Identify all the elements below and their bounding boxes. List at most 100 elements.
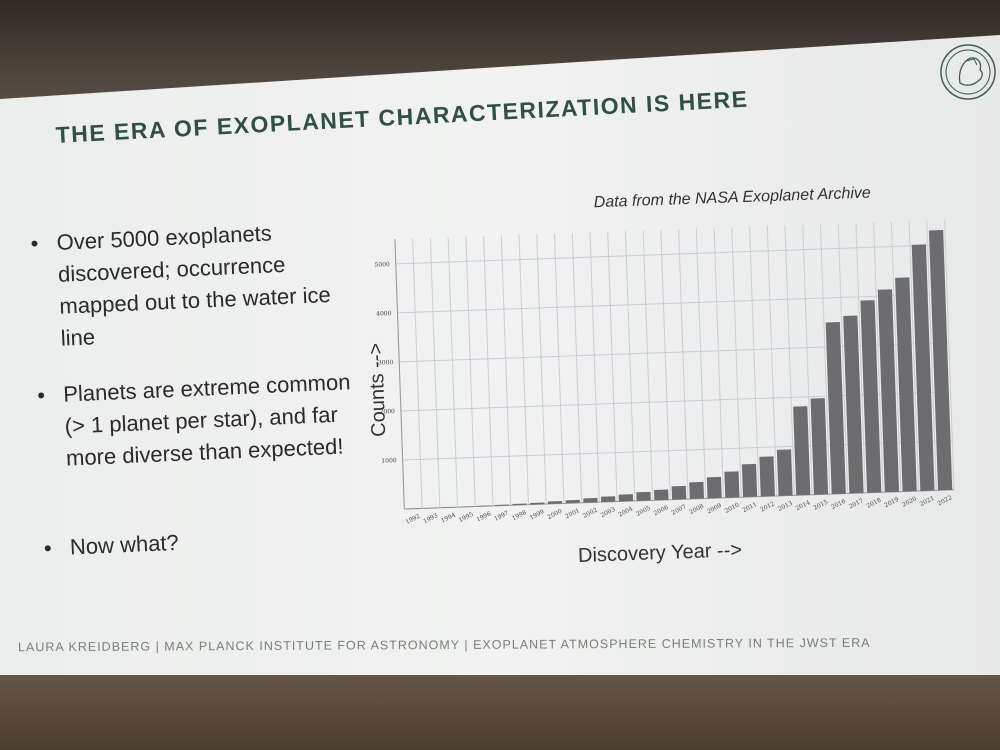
- x-tick-label: 2010: [724, 502, 741, 515]
- x-tick-label: 1999: [529, 508, 546, 521]
- grid-line: [784, 225, 795, 496]
- room-wall-bottom: [0, 660, 1000, 750]
- grid-line: [397, 293, 948, 314]
- grid-line: [873, 222, 884, 493]
- bar: [843, 315, 864, 494]
- bar: [689, 481, 705, 500]
- y-tick-label: 1000: [381, 457, 397, 465]
- x-tick-label: 2008: [688, 503, 705, 516]
- x-tick-label: 2002: [582, 506, 599, 519]
- grid-line: [465, 236, 476, 507]
- x-tick-label: 1993: [422, 512, 439, 525]
- y-tick-label: 5000: [374, 261, 390, 269]
- bar: [706, 476, 722, 499]
- grid-line: [518, 234, 529, 505]
- x-tick-label: 2019: [883, 496, 900, 509]
- grid-line: [926, 220, 937, 491]
- x-tick-label: 2020: [901, 495, 918, 508]
- grid-line: [766, 226, 778, 497]
- x-tick-label: 2003: [600, 506, 617, 519]
- x-tick-label: 2006: [653, 504, 670, 517]
- grid-line: [837, 223, 849, 494]
- bar-chart: 1000 2000 3000 4000 5000 1992 1993 1994 1995 1996…: [374, 219, 955, 526]
- grid-line: [500, 235, 512, 506]
- y-tick-label: 3000: [378, 359, 394, 367]
- grid-line: [554, 233, 565, 504]
- grid-line: [678, 229, 689, 500]
- bullet-text: Planets are extreme common (> 1 planet p…: [62, 369, 351, 471]
- bar: [636, 491, 651, 501]
- bar: [860, 300, 882, 493]
- bar: [512, 503, 527, 506]
- x-tick-label: 2004: [617, 505, 634, 518]
- bar: [653, 489, 669, 501]
- x-tick-label: 1995: [458, 511, 475, 524]
- bar: [618, 494, 634, 502]
- x-tick-label: 2009: [706, 502, 723, 515]
- y-axis-line: [394, 239, 405, 510]
- x-tick-label: 1994: [440, 511, 457, 524]
- bar: [759, 456, 775, 497]
- grid-line: [890, 221, 902, 492]
- grid-line: [589, 232, 600, 503]
- bar: [406, 508, 421, 510]
- x-tick-label: 2005: [635, 505, 652, 518]
- bar: [724, 471, 740, 498]
- bar: [565, 499, 580, 504]
- bar: [441, 507, 456, 509]
- x-tick-label: 1997: [493, 510, 510, 523]
- grid-line: [749, 226, 760, 497]
- grid-line: [802, 224, 813, 495]
- bar: [877, 289, 900, 493]
- grid-line: [713, 228, 725, 498]
- bullet-dot-icon: •: [43, 535, 53, 561]
- x-tick-label: 2015: [812, 498, 829, 511]
- bar: [583, 497, 598, 503]
- y-tick-label: 4000: [376, 310, 392, 318]
- bar: [911, 244, 935, 491]
- grid-line: [695, 228, 707, 499]
- grid-line: [536, 234, 547, 505]
- grid-line: [642, 230, 654, 501]
- grid-line: [624, 231, 636, 501]
- x-tick-label: 2012: [759, 500, 776, 513]
- bar: [494, 504, 509, 506]
- bar: [423, 507, 439, 509]
- x-tick-label: 2021: [919, 495, 936, 508]
- bullet-item: • Over 5000 exoplanets discovered; occur…: [30, 214, 355, 356]
- x-tick-label: 2018: [866, 497, 883, 510]
- grid-line: [944, 219, 955, 490]
- grid-line: [819, 224, 831, 495]
- grid-line: [412, 238, 423, 509]
- bullet-dot-icon: •: [36, 382, 46, 408]
- grid-line: [571, 232, 583, 503]
- bar: [825, 321, 846, 495]
- x-tick-label: 2016: [830, 498, 847, 511]
- x-tick-label: 2007: [671, 503, 688, 516]
- x-tick-label: 1998: [511, 509, 528, 522]
- bullet-item: • Planets are extreme common (> 1 planet…: [37, 366, 361, 476]
- grid-line: [660, 229, 671, 500]
- bar: [671, 485, 687, 500]
- grid-line: [395, 244, 946, 265]
- bar: [477, 505, 492, 507]
- x-tick-label: 1996: [475, 510, 492, 523]
- bar: [895, 277, 917, 492]
- y-tick-label: 2000: [380, 408, 396, 416]
- bar: [459, 506, 474, 508]
- x-tick-label: 2014: [795, 499, 812, 512]
- grid-line: [855, 223, 866, 493]
- bar: [793, 406, 811, 496]
- grid-line: [447, 237, 459, 508]
- x-tick-label: 1992: [405, 513, 422, 526]
- chart-container: Data from the NASA Exoplanet Archive Cou…: [343, 169, 977, 590]
- bar: [810, 398, 829, 495]
- bar: [928, 230, 953, 491]
- bar: [741, 463, 758, 498]
- grid-line: [731, 227, 742, 498]
- grid-line: [483, 236, 494, 506]
- x-tick-label: 2013: [777, 500, 794, 513]
- grid-line: [908, 221, 920, 492]
- bullet-text: Over 5000 exoplanets discovered; occurre…: [56, 220, 332, 351]
- x-tick-label: 2001: [564, 507, 581, 520]
